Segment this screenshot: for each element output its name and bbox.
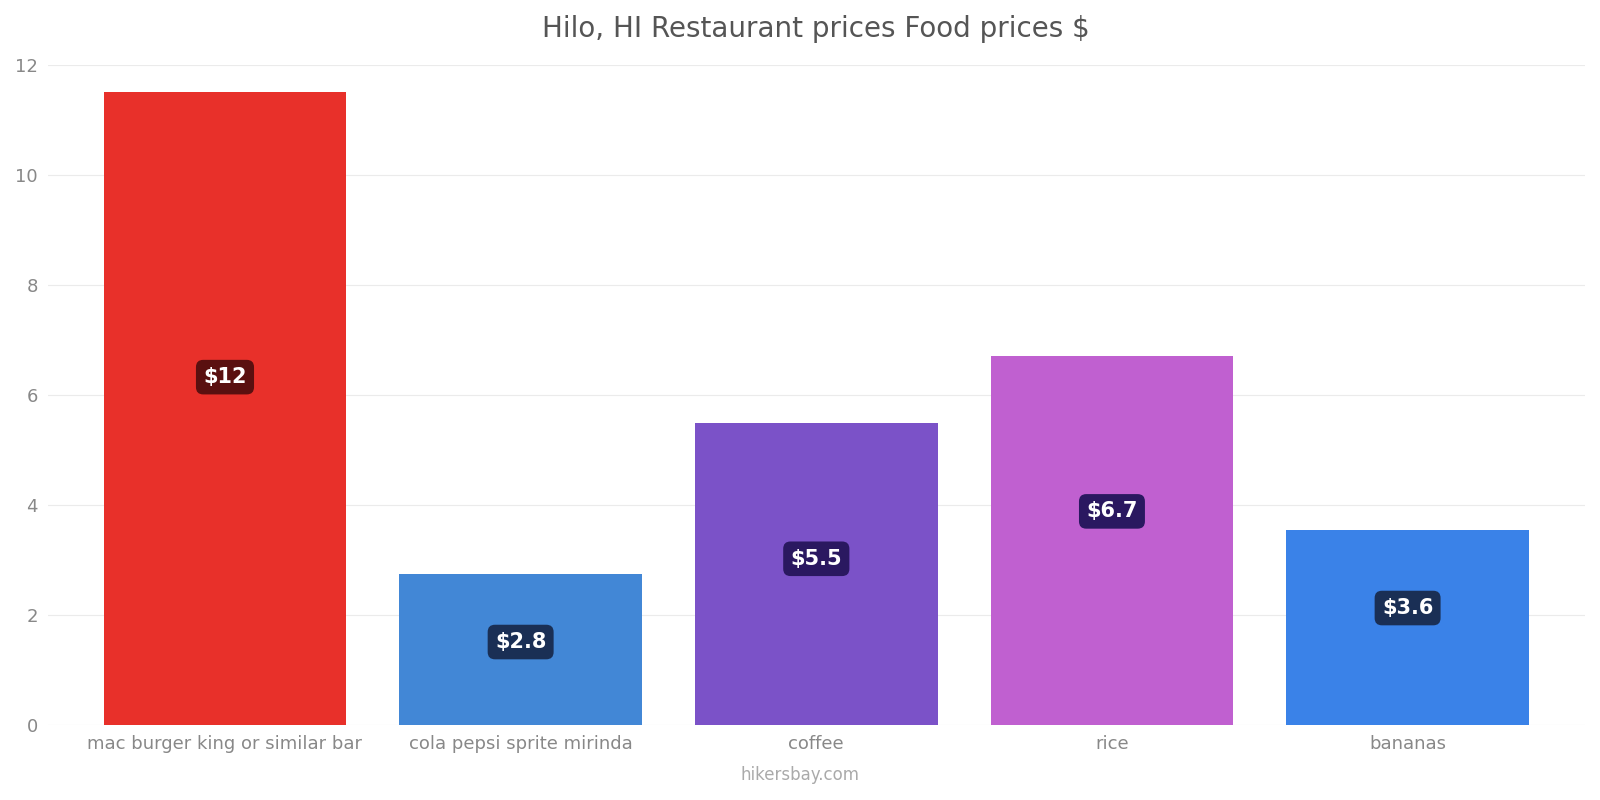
Text: $3.6: $3.6 bbox=[1382, 598, 1434, 618]
Text: $5.5: $5.5 bbox=[790, 549, 842, 569]
Bar bbox=[990, 357, 1234, 726]
Text: $12: $12 bbox=[203, 367, 246, 387]
Bar bbox=[694, 422, 938, 726]
Text: hikersbay.com: hikersbay.com bbox=[741, 766, 859, 784]
Text: $2.8: $2.8 bbox=[494, 632, 546, 652]
Title: Hilo, HI Restaurant prices Food prices $: Hilo, HI Restaurant prices Food prices $ bbox=[542, 15, 1090, 43]
Text: $6.7: $6.7 bbox=[1086, 502, 1138, 522]
Bar bbox=[104, 92, 346, 726]
Bar bbox=[400, 574, 642, 726]
Bar bbox=[1286, 530, 1530, 726]
